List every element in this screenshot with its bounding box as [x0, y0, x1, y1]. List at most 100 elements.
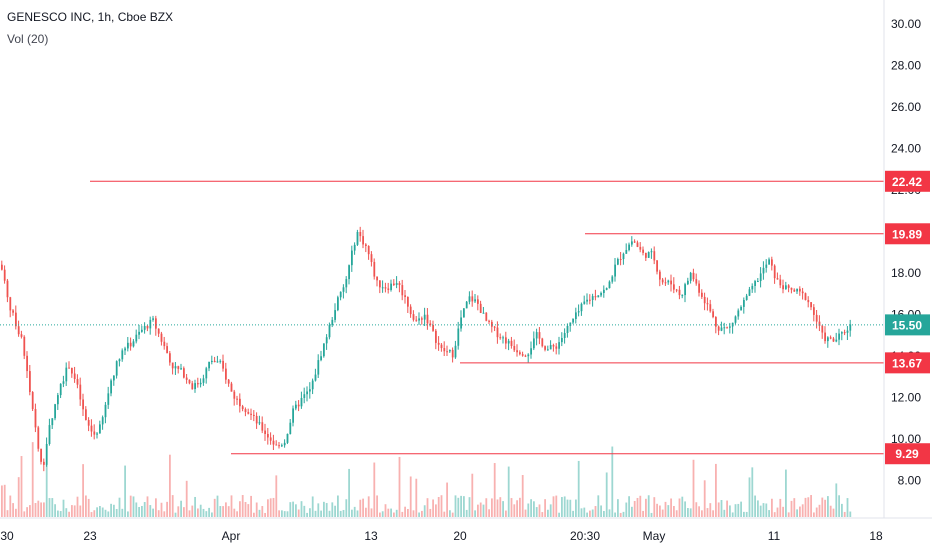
candle-body: [222, 360, 224, 369]
candle-body: [264, 430, 266, 434]
volume-bar: [384, 504, 387, 517]
volume-bar: [482, 504, 485, 517]
time-tick-label: 13: [364, 529, 378, 543]
volume-bar: [541, 512, 544, 517]
volume-bar: [239, 501, 241, 517]
level-price-labels: 22.42 19.89 13.67 9.29 15.50: [885, 170, 930, 465]
volume-bar: [407, 508, 409, 517]
volume-bar: [768, 510, 770, 517]
candle-body: [463, 308, 465, 318]
candle-body: [544, 346, 546, 350]
volume-bar: [93, 510, 96, 517]
candle-body: [278, 445, 280, 447]
candle-body: [804, 293, 807, 300]
candle-body: [23, 336, 26, 356]
volume-indicator-label[interactable]: Vol (20): [7, 32, 49, 46]
volume-bar: [614, 512, 616, 517]
candle-body: [359, 231, 362, 237]
volume-bar: [703, 480, 706, 517]
time-axis[interactable]: 30 23 Apr 13 20 20:30 May 11 18: [0, 529, 883, 543]
price-tick-label: 18.00: [891, 266, 921, 280]
candle-body: [205, 368, 208, 379]
price-axis[interactable]: 8.0010.0012.0014.0016.0018.0020.0022.002…: [891, 17, 921, 488]
candle-body: [152, 318, 154, 320]
volume-bar: [423, 505, 426, 517]
volume-bar: [566, 499, 569, 517]
candle-body: [659, 271, 661, 280]
candle-body: [141, 329, 143, 332]
volume-bar: [488, 509, 490, 517]
volume-bar: [185, 480, 188, 517]
volume-bar: [393, 512, 395, 517]
volume-bar: [68, 511, 70, 517]
volume-bar: [642, 510, 644, 517]
volume-bar: [295, 504, 297, 517]
current-price-label: 15.50: [885, 314, 930, 336]
candle-body: [289, 422, 292, 434]
volume-bar: [79, 505, 82, 517]
candle-body: [516, 350, 518, 353]
volume-bar: [317, 503, 320, 517]
volume-bar: [359, 499, 362, 517]
candle-body: [185, 377, 188, 380]
volume-bar: [709, 503, 712, 517]
candle-body: [115, 361, 118, 376]
candle-body: [614, 264, 616, 277]
volume-bar: [843, 511, 846, 517]
volume-bar: [600, 505, 602, 517]
volume-bar: [695, 502, 698, 517]
volume-bar: [303, 505, 306, 517]
candle-body: [507, 340, 510, 344]
candle-body: [51, 418, 54, 426]
volume-bar: [230, 495, 233, 517]
candle-body: [194, 383, 196, 390]
candle-body: [412, 314, 415, 320]
volume-bar: [524, 509, 527, 517]
candle-body: [580, 303, 583, 312]
candle-body: [236, 398, 238, 400]
volume-bar: [765, 503, 768, 517]
volume-bar: [409, 476, 412, 517]
volume-bar: [449, 510, 451, 517]
volume-bar: [365, 507, 367, 517]
volume-bar: [759, 505, 762, 517]
candle-body: [155, 318, 157, 329]
level-label-2: 13.67: [885, 352, 930, 374]
level-label-0-text: 22.42: [892, 175, 922, 189]
candle-body: [437, 342, 440, 345]
candle-body: [149, 319, 152, 329]
candle-body: [90, 425, 93, 432]
volume-bar: [353, 506, 356, 517]
candle-body: [541, 338, 544, 347]
current-price-label-box: [885, 314, 930, 336]
candle-body: [379, 280, 381, 288]
volume-bar: [715, 463, 717, 517]
candle-body: [835, 339, 838, 342]
candle-body: [734, 316, 737, 323]
candle-body: [689, 272, 692, 281]
candle-body: [776, 278, 779, 280]
volume-bar: [275, 475, 278, 517]
candle-body: [227, 379, 230, 384]
candle-body: [426, 314, 429, 324]
candle-body: [600, 292, 602, 296]
candle-body: [505, 337, 507, 344]
volume-bar: [659, 505, 661, 517]
volume-bar: [415, 478, 418, 517]
candle-body: [815, 314, 818, 322]
candle-body: [435, 330, 437, 343]
volume-bar: [43, 502, 45, 517]
candle-body: [793, 289, 796, 292]
candle-body: [471, 296, 474, 302]
candle-body: [12, 310, 14, 313]
volume-bar: [647, 495, 650, 517]
volume-bar: [505, 510, 507, 517]
candle-body: [603, 289, 605, 293]
candle-body: [549, 345, 552, 350]
volume-bar: [227, 506, 230, 517]
volume-bar: [813, 512, 815, 517]
candle-body: [48, 425, 51, 444]
volume-bar: [533, 501, 535, 517]
candle-body: [577, 311, 580, 313]
